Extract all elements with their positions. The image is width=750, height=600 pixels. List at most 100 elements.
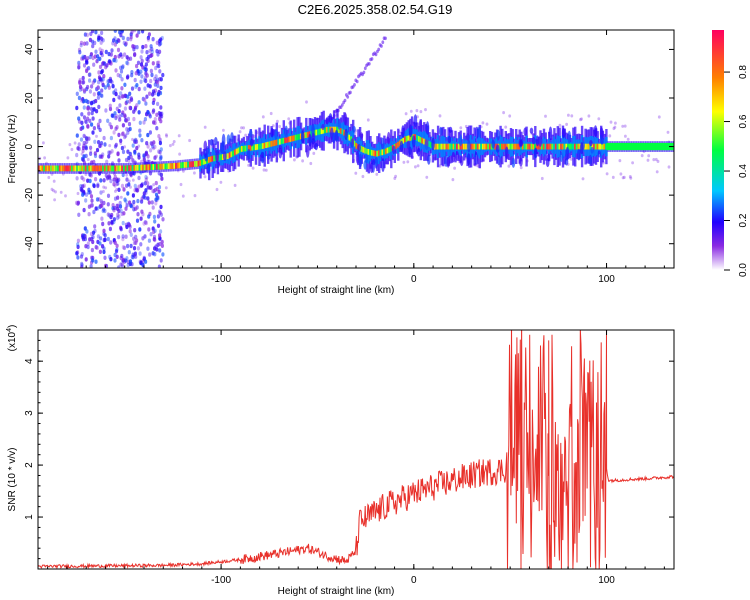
noise-speck xyxy=(605,172,609,176)
ridge-blob xyxy=(413,114,418,128)
ridge-blob xyxy=(458,134,463,147)
noise-speck xyxy=(108,106,113,112)
ridge-core xyxy=(258,143,261,150)
ridge-core xyxy=(228,152,232,159)
ridge-core xyxy=(135,165,138,171)
branch-speck xyxy=(380,44,383,48)
noise-speck xyxy=(89,264,93,268)
ridge-core xyxy=(201,159,204,166)
noise-speck xyxy=(129,155,133,160)
ridge-core xyxy=(171,163,174,169)
ridge-core xyxy=(315,129,318,136)
noise-speck xyxy=(139,184,143,188)
noise-speck xyxy=(459,126,463,130)
ridge-core xyxy=(508,143,511,150)
ridge-core xyxy=(126,165,129,172)
noise-speck xyxy=(120,77,124,82)
noise-speck xyxy=(624,134,627,138)
noise-speck xyxy=(138,120,142,126)
noise-speck xyxy=(141,30,145,34)
ridge-core xyxy=(263,142,266,149)
ridge-blob xyxy=(411,135,416,148)
noise-speck xyxy=(88,72,92,77)
noise-speck xyxy=(91,55,95,61)
noise-speck xyxy=(156,83,160,89)
noise-speck xyxy=(613,125,617,129)
ridge-blob xyxy=(214,137,218,146)
ridge-blob xyxy=(559,151,564,162)
noise-speck xyxy=(159,172,163,177)
ridge-blob xyxy=(300,130,305,144)
noise-speck xyxy=(136,198,140,204)
noise-speck xyxy=(123,134,127,140)
noise-speck xyxy=(144,174,148,180)
noise-speck xyxy=(113,174,117,180)
ridge-blob xyxy=(352,125,356,133)
noise-speck xyxy=(502,111,505,115)
ridge-core xyxy=(253,144,256,151)
x-tick-label: 0 xyxy=(411,274,417,285)
ridge-core xyxy=(213,155,216,162)
noise-speck xyxy=(153,155,157,161)
noise-speck xyxy=(567,113,570,117)
ridge-blob xyxy=(355,150,360,164)
ridge-core xyxy=(542,143,546,150)
ridge-core xyxy=(407,135,410,142)
noise-speck xyxy=(79,137,84,142)
ridge-core xyxy=(220,154,223,161)
noise-speck xyxy=(233,183,237,187)
ridge-core xyxy=(463,143,466,150)
noise-speck xyxy=(100,36,104,42)
noise-speck xyxy=(134,138,138,142)
noise-speck xyxy=(154,244,158,249)
noise-speck xyxy=(102,207,106,212)
ridge-core xyxy=(313,130,317,136)
noise-speck xyxy=(115,215,120,221)
noise-speck xyxy=(135,187,139,192)
noise-speck xyxy=(128,200,132,205)
ridge-core xyxy=(261,143,265,149)
branch-speck xyxy=(340,103,344,107)
noise-speck xyxy=(144,188,148,193)
ridge-core xyxy=(515,143,518,150)
noise-speck xyxy=(424,108,427,112)
noise-speck xyxy=(151,61,155,66)
noise-speck xyxy=(107,59,112,64)
noise-speck xyxy=(134,139,139,144)
noise-speck xyxy=(136,188,140,193)
noise-speck xyxy=(116,72,120,78)
ridge-blob xyxy=(374,156,379,167)
ridge-core xyxy=(296,134,299,141)
noise-speck xyxy=(114,249,119,254)
noise-speck xyxy=(629,176,633,180)
noise-speck xyxy=(115,203,119,208)
noise-speck xyxy=(123,106,127,111)
noise-speck xyxy=(94,206,98,211)
noise-speck xyxy=(87,111,91,116)
ridge-core xyxy=(553,143,556,150)
noise-speck xyxy=(129,35,133,40)
noise-speck xyxy=(137,155,141,160)
noise-speck xyxy=(366,118,370,122)
noise-speck xyxy=(90,100,94,106)
noise-speck xyxy=(156,223,161,228)
noise-speck xyxy=(119,227,123,232)
noise-speck xyxy=(141,44,145,50)
ridge-blob xyxy=(529,127,534,134)
noise-speck xyxy=(100,52,104,58)
ridge-core xyxy=(509,143,513,150)
noise-speck xyxy=(99,236,103,241)
noise-speck xyxy=(100,200,104,204)
ridge-core xyxy=(192,161,195,167)
ridge-core xyxy=(112,165,115,172)
noise-speck xyxy=(98,47,102,52)
noise-speck xyxy=(640,154,644,158)
ridge-core xyxy=(152,164,155,170)
noise-speck xyxy=(94,98,98,104)
noise-speck xyxy=(278,124,281,129)
ridge-core xyxy=(81,165,84,172)
noise-speck xyxy=(86,116,90,121)
ridge-core xyxy=(119,165,122,172)
noise-speck xyxy=(143,67,147,72)
noise-speck xyxy=(98,143,102,149)
